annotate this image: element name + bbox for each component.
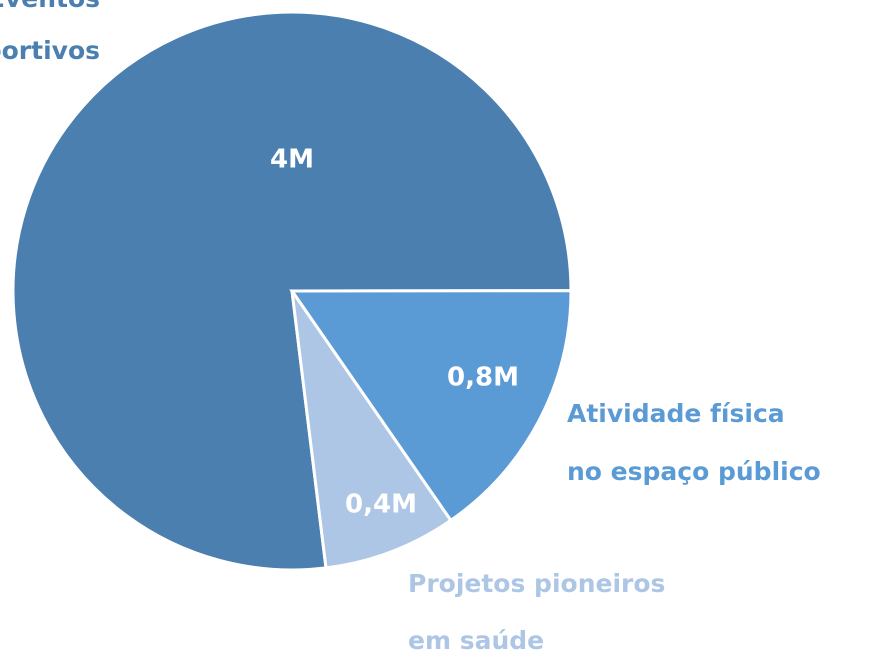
pie-slice <box>289 289 573 523</box>
category-label: Atividade física <box>567 399 785 428</box>
category-label: no espaço público <box>567 457 821 486</box>
category-label: Projetos pioneiros <box>408 569 665 598</box>
value-label: 4M <box>270 145 314 175</box>
value-label: 0,8M <box>447 363 519 393</box>
category-label: esportivos <box>0 36 100 65</box>
category-label: em saúde <box>408 626 544 655</box>
value-label: 0,4M <box>345 490 417 520</box>
category-label: Eventos <box>0 0 100 13</box>
pie-slice <box>290 290 453 570</box>
